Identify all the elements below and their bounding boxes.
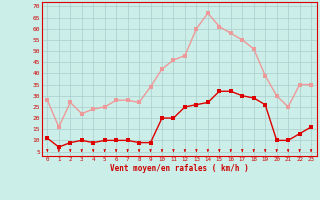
X-axis label: Vent moyen/en rafales ( km/h ): Vent moyen/en rafales ( km/h ) (110, 164, 249, 173)
